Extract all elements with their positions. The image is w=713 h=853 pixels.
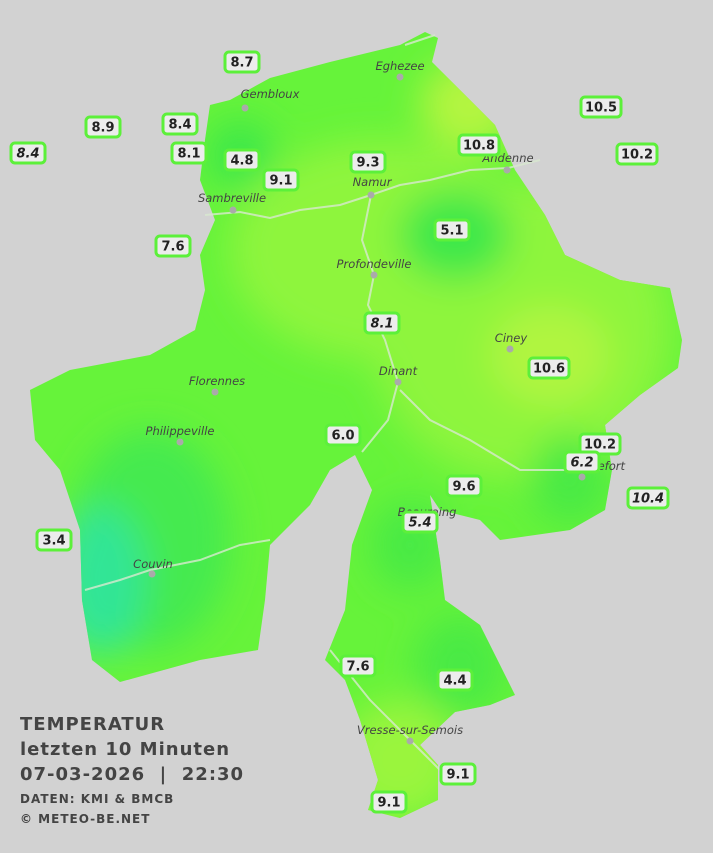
place-dot: [211, 388, 219, 396]
station-value: 9.1: [269, 174, 292, 189]
place-label: Couvin: [133, 557, 173, 571]
station-box: [579, 95, 623, 119]
station-box: [615, 142, 659, 166]
copyright: © METEO-BE.NET: [20, 812, 150, 826]
station-value: 8.4: [168, 118, 191, 133]
station-box: [262, 168, 300, 192]
station-box: [401, 510, 439, 534]
station-value: 10.6: [533, 362, 565, 377]
title: TEMPERATUR: [20, 714, 165, 735]
station-value: 8.1: [177, 147, 200, 162]
source: DATEN: KMI & BMCB: [20, 792, 174, 806]
place-dot: [148, 570, 156, 578]
place-dot: [406, 737, 414, 745]
place-label: Philippeville: [146, 424, 215, 438]
station-box: [223, 148, 261, 172]
station-value: 4.4: [443, 674, 466, 689]
place-label: Eghezee: [375, 59, 424, 73]
station-box: [9, 141, 47, 165]
station-value: 8.4: [16, 147, 39, 162]
station-value: 3.4: [42, 534, 65, 549]
station-value: 4.8: [230, 154, 253, 169]
station-box: [363, 311, 401, 335]
place-dot: [394, 378, 402, 386]
station-box: [445, 474, 483, 498]
station-box: [154, 234, 192, 258]
station-box: [370, 790, 408, 814]
station-box: [170, 141, 208, 165]
station-value: 7.6: [161, 240, 184, 255]
place-label: Vresse-sur-Semois: [357, 723, 463, 737]
station-value: 8.7: [230, 56, 253, 71]
place-label: Gembloux: [241, 87, 300, 101]
station-value: 8.9: [91, 121, 114, 136]
place-dot: [396, 73, 404, 81]
place-dot: [578, 473, 586, 481]
station-box: [84, 115, 122, 139]
station-value: 10.8: [463, 139, 495, 154]
station-box: [339, 654, 377, 678]
station-value: 6.2: [570, 456, 593, 471]
station-value: 10.2: [584, 438, 616, 453]
station-value: 6.0: [331, 429, 354, 444]
place-dot: [367, 191, 375, 199]
station-value: 7.6: [346, 660, 369, 675]
station-value: 10.5: [585, 101, 617, 116]
place-label: Dinant: [379, 364, 418, 378]
place-dot: [506, 345, 514, 353]
stations: 8.7 10.5 8.9 8.4 8.4 8.1 4.8 9.3 10.8 10.2 9.1 7.6 5…: [9, 50, 670, 814]
station-box: [223, 50, 261, 74]
station-box: [626, 486, 670, 510]
place-dot: [370, 271, 378, 279]
station-value: 9.6: [452, 480, 475, 495]
station-box: [527, 356, 571, 380]
station-box: [433, 218, 471, 242]
subtitle: letzten 10 Minuten: [20, 739, 230, 760]
station-value: 9.3: [356, 156, 379, 171]
station-box: [457, 133, 501, 157]
station-value: 9.1: [377, 796, 400, 811]
place-label: Sambreville: [198, 191, 266, 205]
station-value: 5.4: [408, 516, 431, 531]
timestamp: 07-03-2026 | 22:30: [20, 764, 244, 785]
place-dot: [176, 438, 184, 446]
place-label: Florennes: [189, 374, 245, 388]
place-label: Namur: [353, 175, 393, 189]
station-box: [436, 668, 474, 692]
station-box: [563, 450, 601, 474]
station-box: [439, 762, 477, 786]
station-box: [324, 423, 362, 447]
place-dot: [503, 166, 511, 174]
place-dot: [229, 206, 237, 214]
station-value: 5.1: [440, 224, 463, 239]
station-value: 9.1: [446, 768, 469, 783]
place-label: Profondeville: [337, 257, 412, 271]
station-value: 10.4: [632, 492, 664, 507]
station-box: [161, 112, 199, 136]
station-box: [349, 150, 387, 174]
station-box: [35, 528, 73, 552]
station-value: 8.1: [370, 317, 393, 332]
legend: TEMPERATUR letzten 10 Minuten 07-03-2026…: [20, 714, 244, 826]
place-dot: [241, 104, 249, 112]
place-label: Ciney: [495, 331, 528, 345]
station-value: 10.2: [621, 148, 653, 163]
